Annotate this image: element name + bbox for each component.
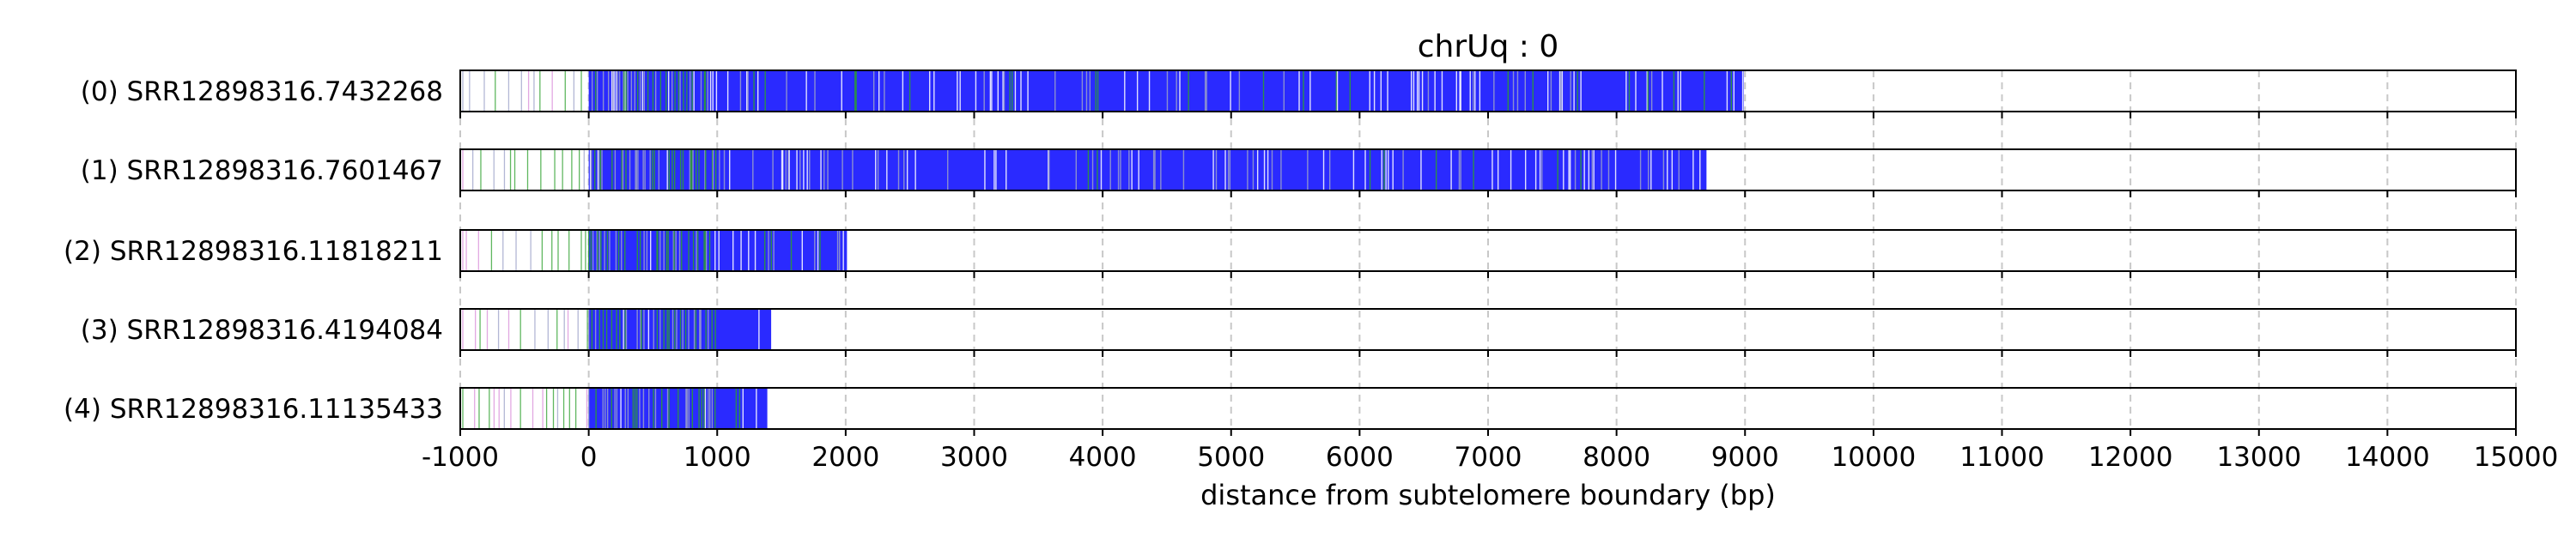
read-row: (1) SRR12898316.7601467: [81, 148, 2517, 197]
read-label: (0) SRR12898316.7432268: [81, 76, 443, 107]
x-tick-label: 14000: [2345, 442, 2430, 473]
read-row: (2) SRR12898316.11818211: [64, 229, 2517, 278]
chart-title: chrUq : 0: [1418, 29, 1559, 64]
x-tick-label: 4000: [1069, 442, 1137, 473]
read-label: (3) SRR12898316.4194084: [81, 315, 443, 346]
read-label: (1) SRR12898316.7601467: [81, 155, 443, 186]
x-tick-label: 3000: [940, 442, 1008, 473]
x-tick-label: 8000: [1583, 442, 1650, 473]
x-tick-label: 13000: [2216, 442, 2301, 473]
x-tick-label: 10000: [1832, 442, 1917, 473]
x-tick-label: 2000: [811, 442, 879, 473]
x-tick-label: 9000: [1711, 442, 1779, 473]
read-row: (3) SRR12898316.4194084: [81, 308, 2517, 357]
x-tick-label: 15000: [2474, 442, 2559, 473]
x-tick-label: 11000: [1959, 442, 2044, 473]
x-tick-label: 1000: [683, 442, 751, 473]
read-label: (4) SRR12898316.11135433: [64, 394, 443, 425]
x-tick-label: 5000: [1197, 442, 1265, 473]
telomere-repeat-block: [588, 149, 1707, 190]
x-tick-label: 6000: [1326, 442, 1394, 473]
x-tick-label: 7000: [1455, 442, 1522, 473]
x-tick-label: -1000: [422, 442, 499, 473]
read-label: (2) SRR12898316.11818211: [64, 236, 443, 267]
x-tick-label: 0: [580, 442, 598, 473]
x-tick-label: 12000: [2088, 442, 2173, 473]
reads-layer: (0) SRR12898316.7432268 (1) SRR12898316.7…: [64, 70, 2517, 436]
read-row: (0) SRR12898316.7432268: [81, 70, 2517, 118]
read-row: (4) SRR12898316.11135433: [64, 387, 2517, 436]
x-axis: -1000 0 1000 2000 3000 4000 5000 6000 7000 8000 90…: [422, 442, 2558, 473]
telomere-repeat-block: [588, 230, 848, 271]
x-axis-label: distance from subtelomere boundary (bp): [1200, 479, 1776, 511]
